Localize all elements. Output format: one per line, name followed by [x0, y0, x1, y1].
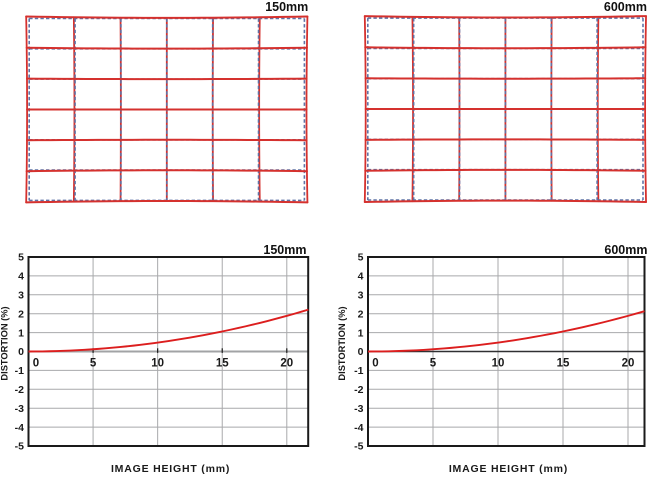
svg-text:0: 0 — [33, 357, 39, 369]
svg-text:-4: -4 — [354, 422, 363, 434]
svg-text:5: 5 — [18, 252, 24, 264]
svg-text:-2: -2 — [15, 384, 24, 396]
svg-text:0: 0 — [372, 357, 378, 369]
svg-text:2: 2 — [358, 308, 364, 320]
svg-text:20: 20 — [622, 357, 635, 369]
svg-text:-5: -5 — [15, 441, 24, 453]
svg-text:-3: -3 — [15, 403, 24, 415]
svg-text:600mm: 600mm — [604, 243, 647, 257]
svg-text:IMAGE HEIGHT (mm): IMAGE HEIGHT (mm) — [449, 463, 568, 474]
svg-text:600mm: 600mm — [604, 0, 647, 14]
svg-text:150mm: 150mm — [265, 0, 308, 14]
svg-text:3: 3 — [358, 290, 364, 302]
svg-text:0: 0 — [358, 346, 364, 358]
svg-text:5: 5 — [430, 357, 437, 369]
svg-text:1: 1 — [358, 327, 364, 339]
svg-text:15: 15 — [557, 357, 570, 369]
svg-text:-5: -5 — [354, 441, 363, 453]
svg-text:-1: -1 — [15, 365, 24, 377]
svg-text:5: 5 — [90, 357, 97, 369]
svg-text:1: 1 — [18, 327, 24, 339]
svg-text:150mm: 150mm — [263, 243, 306, 257]
svg-text:20: 20 — [280, 357, 293, 369]
svg-text:-4: -4 — [15, 422, 24, 434]
svg-text:4: 4 — [18, 271, 24, 283]
svg-text:DISTORTION (%): DISTORTION (%) — [337, 306, 347, 380]
svg-text:IMAGE HEIGHT (mm): IMAGE HEIGHT (mm) — [111, 463, 230, 474]
svg-text:15: 15 — [216, 357, 229, 369]
svg-text:5: 5 — [358, 252, 364, 264]
svg-text:DISTORTION (%): DISTORTION (%) — [0, 306, 10, 380]
svg-text:-2: -2 — [354, 384, 363, 396]
svg-text:4: 4 — [358, 271, 364, 283]
svg-text:10: 10 — [151, 357, 164, 369]
svg-text:-3: -3 — [354, 403, 363, 415]
svg-text:2: 2 — [18, 308, 24, 320]
svg-text:10: 10 — [492, 357, 505, 369]
svg-text:-1: -1 — [354, 365, 363, 377]
svg-text:0: 0 — [18, 346, 24, 358]
svg-text:3: 3 — [18, 290, 24, 302]
